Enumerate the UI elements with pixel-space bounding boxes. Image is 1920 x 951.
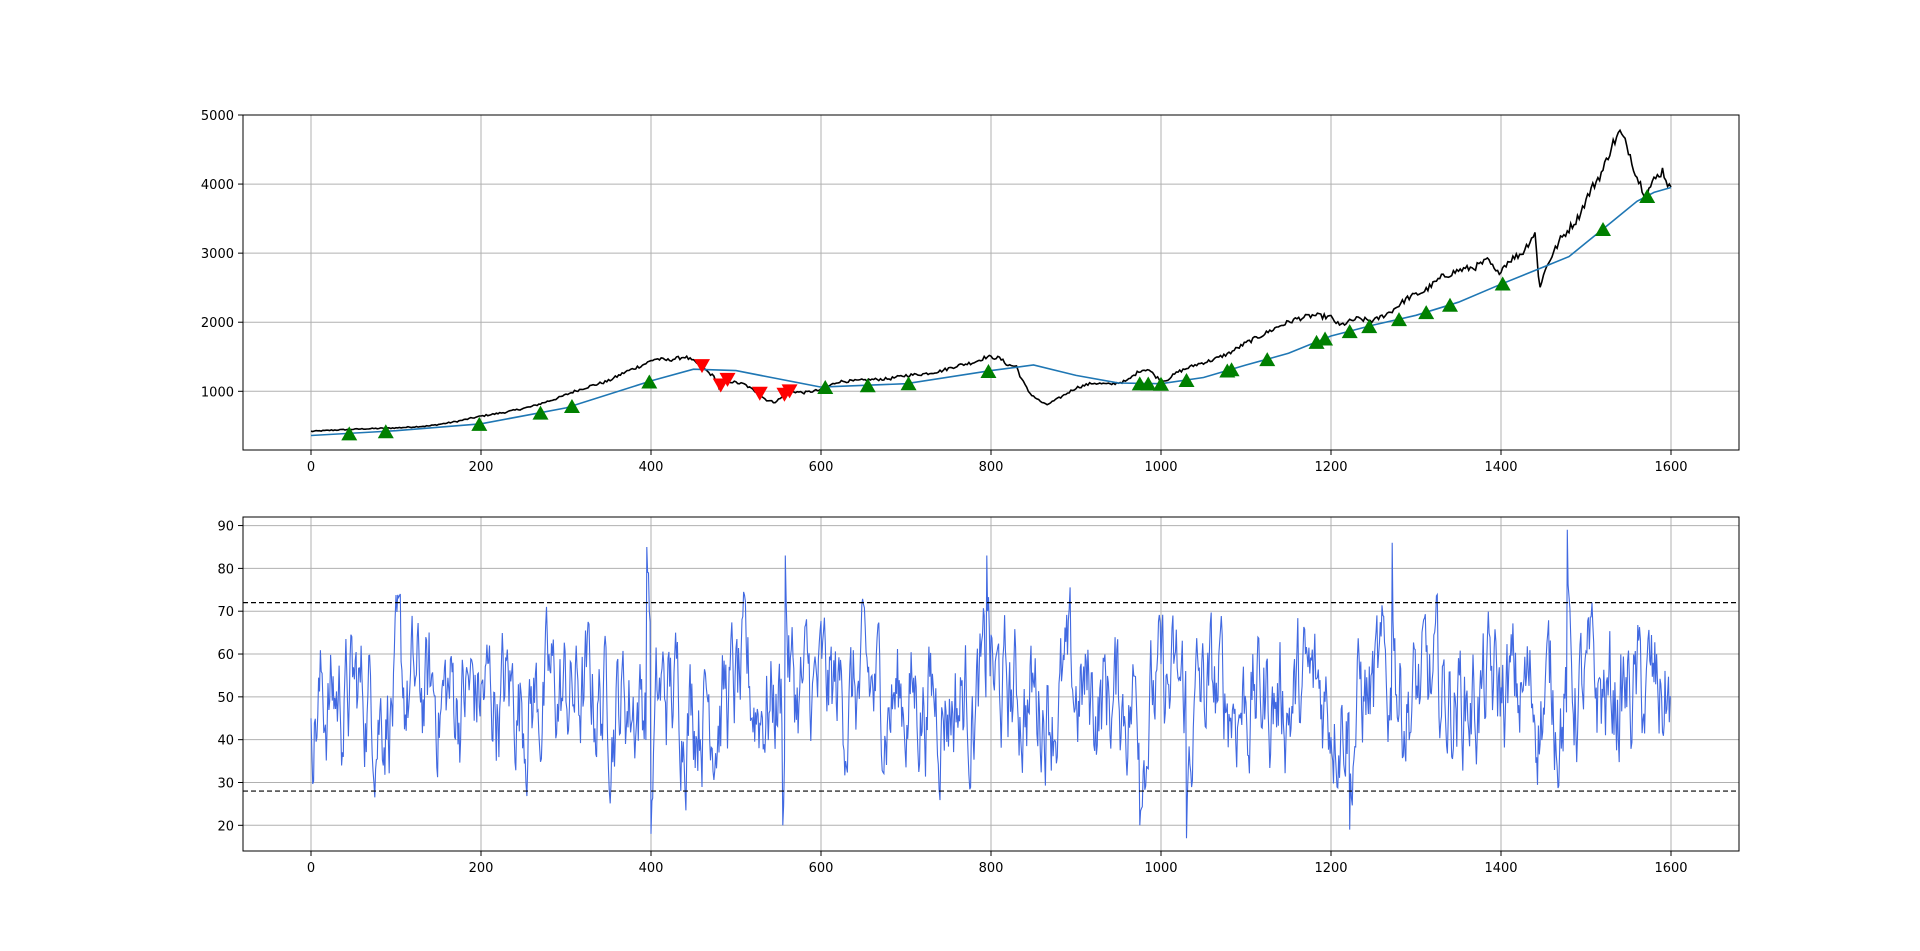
y-tick-label: 3000 [201,247,234,262]
x-tick-label: 400 [639,861,664,876]
rsi-line [310,529,1671,839]
y-tick-label: 60 [217,648,234,663]
y-tick-label: 70 [217,605,234,620]
price-line [310,128,1672,433]
x-tick-label: 1000 [1144,460,1177,475]
y-tick-label: 80 [217,562,234,577]
buy-signal-marker [641,374,658,389]
buy-signal-marker [859,378,876,393]
buy-signal-marker [1153,376,1169,391]
buy-signal-marker [1442,297,1458,312]
buy-signal-marker [1178,372,1195,387]
sell-signal-marker [781,384,798,399]
x-tick-label: 1600 [1654,861,1687,876]
rsi-panel: 0 200 400 600 800 1000 1200 1400 1600 20 30 40 50 60 7… [217,516,1740,876]
x-tick-label: 1600 [1654,460,1687,475]
buy-signal-marker [1418,305,1435,320]
y-tick-label: 50 [217,691,234,706]
x-tick-label: 1400 [1484,861,1517,876]
buy-signal-marker [980,363,997,378]
x-tick-label: 800 [979,861,1004,876]
buy-signal-marker [1391,312,1407,327]
buy-signal-marker [563,398,580,413]
y-tick-label: 5000 [201,109,234,124]
y-tick-label: 40 [217,734,234,749]
axes-frame [242,516,1740,852]
buy-signal-marker [341,426,358,441]
buy-signal-marker [1259,352,1276,367]
x-tick-label: 0 [307,460,315,475]
x-tick-label: 1400 [1484,460,1517,475]
buy-signal-marker [1140,376,1157,391]
price-panel: 0 200 400 600 800 1000 1200 1400 1600 1000 2000 300… [201,109,1740,475]
buy-signal-marker [1494,276,1511,291]
y-tick-label: 1000 [201,385,234,400]
buy-signal-marker [1595,221,1611,236]
y-tick-label: 20 [217,819,234,834]
x-tick-label: 600 [809,861,834,876]
buy-signal-marker [1317,331,1334,346]
buy-signal-marker [1639,188,1656,203]
x-tick-label: 800 [979,460,1004,475]
buy-signal-marker [900,376,917,391]
x-tick-label: 1200 [1314,460,1347,475]
buy-signal-marker [471,416,488,431]
x-tick-label: 200 [469,861,494,876]
x-tick-label: 200 [469,460,494,475]
buy-signal-marker [1223,362,1240,377]
sell-signal-marker [751,386,768,401]
x-tick-label: 600 [809,460,834,475]
x-tick-label: 1000 [1144,861,1177,876]
x-tick-label: 400 [639,460,664,475]
y-tick-label: 4000 [201,178,234,193]
buy-signal-marker [377,424,394,439]
sell-signal-marker [719,372,736,387]
x-tick-label: 1200 [1314,861,1347,876]
y-tick-label: 90 [217,520,234,535]
y-tick-label: 30 [217,776,234,791]
buy-signal-marker [1341,324,1358,339]
sell-signal-marker [694,359,710,374]
buy-signal-marker [817,379,834,394]
y-tick-label: 2000 [201,316,234,331]
axes-frame [242,114,1740,451]
x-tick-label: 0 [307,861,315,876]
buy-signal-marker [1361,319,1378,334]
buy-signal-marker [532,405,549,420]
